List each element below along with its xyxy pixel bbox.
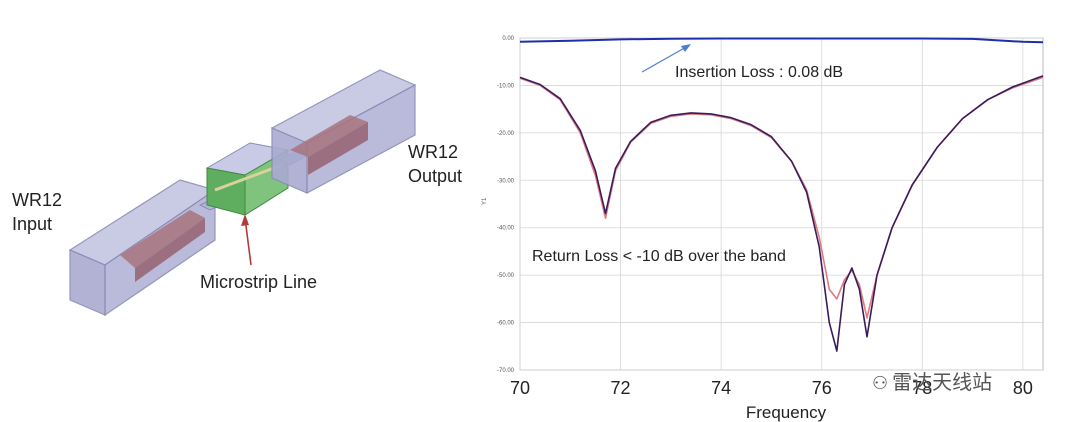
watermark: ⚇ 雷达天线站 xyxy=(872,366,992,395)
output-label-line1: WR12 xyxy=(408,142,459,162)
x-tick-label: 80 xyxy=(1013,378,1033,398)
x-tick-label: 76 xyxy=(812,378,832,398)
x-tick-label: 74 xyxy=(711,378,731,398)
input-label-line1: WR12 xyxy=(12,190,63,210)
y-tick-label: -40.00 xyxy=(497,226,515,232)
x-tick-label: 72 xyxy=(611,378,631,398)
y-tick-label: 0.00 xyxy=(502,36,514,42)
x-axis-label: Frequency xyxy=(746,403,827,422)
plot-frame xyxy=(519,37,1044,371)
y-tick-label: -20.00 xyxy=(497,131,515,137)
series-line xyxy=(519,37,1044,44)
watermark-text: 雷达天线站 xyxy=(892,372,993,394)
chart-ticks: 0.00 -10.00 -20.00 -30.00 -40.00 -50.00 -60.00… xyxy=(497,36,1033,398)
output-label: WR12 Output xyxy=(408,140,462,188)
insertion-loss-arrow-icon xyxy=(641,44,691,73)
insertion-loss-annotation: Insertion Loss : 0.08 dB xyxy=(675,64,844,81)
chart-grid xyxy=(519,37,1044,371)
return-loss-annotation: Return Loss < -10 dB over the band xyxy=(532,248,786,265)
waveguide-output-block xyxy=(270,69,417,195)
chart-series xyxy=(519,37,1044,352)
series-line xyxy=(519,75,1044,352)
x-tick-label: 70 xyxy=(510,378,530,398)
microstrip-label: Microstrip Line xyxy=(200,272,318,292)
series-line xyxy=(519,76,1044,319)
waveguide-input-block xyxy=(68,179,217,317)
y-axis-label: Y1 xyxy=(482,197,488,205)
input-label: WR12 Input xyxy=(12,188,62,236)
waveguide-transition-diagram xyxy=(68,69,417,317)
microstrip-arrow-icon xyxy=(241,214,252,266)
y-tick-label: -70.00 xyxy=(497,368,515,374)
y-tick-label: -60.00 xyxy=(497,321,515,327)
y-tick-label: -50.00 xyxy=(497,273,515,279)
output-label-line2: Output xyxy=(408,166,463,186)
wechat-icon: ⚇ xyxy=(872,373,889,393)
y-tick-label: -10.00 xyxy=(497,83,515,89)
y-tick-label: -30.00 xyxy=(497,178,515,184)
x-tick-label: 78 xyxy=(912,378,932,398)
input-label-line2: Input xyxy=(12,214,53,234)
microstrip-substrate xyxy=(205,142,290,216)
